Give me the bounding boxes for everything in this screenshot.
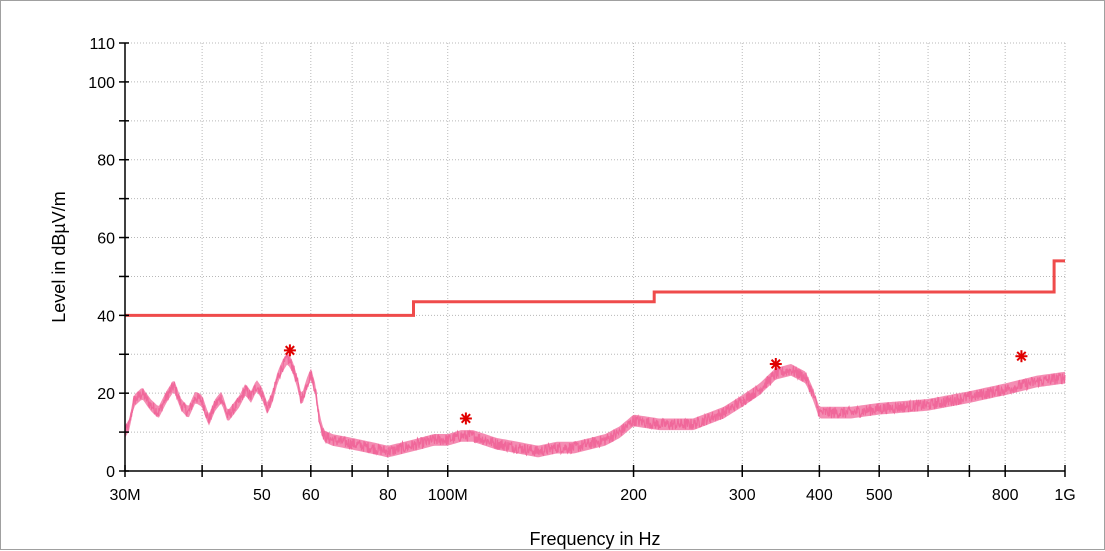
x-tick-label: 500 bbox=[866, 487, 893, 504]
y-tick-label: 100 bbox=[88, 75, 115, 92]
marker-stroke bbox=[770, 359, 781, 369]
marker-stroke bbox=[1016, 351, 1027, 362]
y-tick-label: 20 bbox=[97, 386, 115, 403]
y-axis-label: Level in dBµV/m bbox=[49, 191, 69, 322]
marker-stroke bbox=[284, 345, 295, 356]
measurement-series bbox=[124, 353, 1066, 458]
y-tick-label: 110 bbox=[89, 36, 115, 53]
plot-area bbox=[125, 43, 1065, 471]
x-tick-label: 50 bbox=[253, 487, 271, 504]
y-tick-label: 40 bbox=[97, 308, 115, 325]
limit-line-series bbox=[125, 259, 1065, 317]
x-tick-label: 200 bbox=[620, 487, 647, 504]
x-tick-label: 60 bbox=[302, 487, 320, 504]
y-tick-label: 60 bbox=[97, 231, 115, 248]
peak-marker bbox=[459, 412, 472, 425]
axes bbox=[124, 43, 1065, 472]
x-ticks: 30M 50 60 80 100M 200 300 400 500 800 1G bbox=[109, 465, 1076, 504]
marker-stroke bbox=[460, 413, 471, 424]
x-axis-label: Frequency in Hz bbox=[529, 529, 660, 549]
peak-marker bbox=[283, 344, 296, 357]
peak-markers bbox=[283, 344, 1028, 425]
x-tick-label: 80 bbox=[379, 487, 397, 504]
x-tick-label: 400 bbox=[806, 487, 833, 504]
x-tick-label: 800 bbox=[992, 487, 1019, 504]
peak-marker bbox=[1015, 350, 1028, 363]
y-ticks: 0 20 40 60 80 100 110 bbox=[88, 36, 129, 481]
limit-line bbox=[125, 259, 1065, 317]
measurement-band bbox=[125, 353, 1065, 458]
peak-marker bbox=[769, 358, 782, 370]
x-tick-label: 30M bbox=[109, 487, 140, 504]
x-tick-label: 1G bbox=[1054, 487, 1075, 504]
y-tick-label: 0 bbox=[106, 464, 115, 481]
x-tick-label: 100M bbox=[428, 487, 468, 504]
y-tick-label: 80 bbox=[97, 153, 115, 170]
x-tick-label: 300 bbox=[729, 487, 756, 504]
